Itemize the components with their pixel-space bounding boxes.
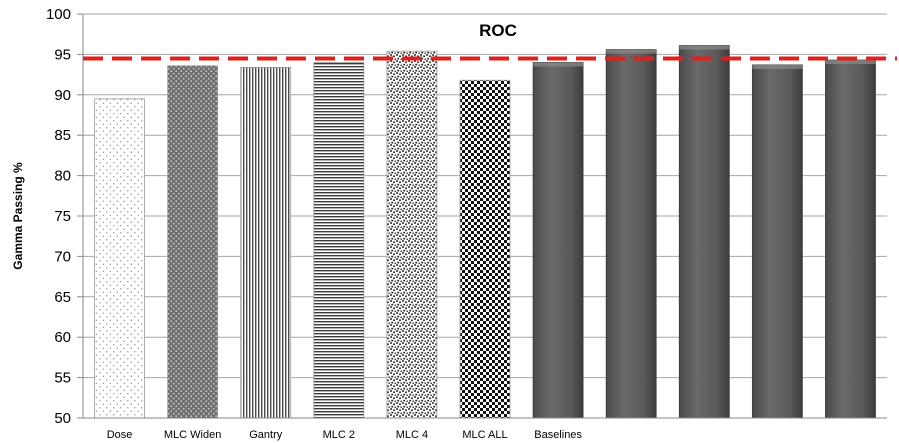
y-tick-label: 75 [54, 208, 71, 225]
x-tick-label: Dose [107, 429, 133, 441]
bar-highlight [752, 64, 803, 69]
y-tick-label: 65 [54, 289, 71, 306]
bar [94, 98, 145, 419]
bar [678, 45, 730, 419]
bars [94, 45, 876, 419]
reference-line-label: ROC [479, 21, 517, 40]
bar [825, 59, 876, 419]
y-tick-label: 100 [46, 6, 71, 23]
x-tick-label: MLC 4 [396, 429, 428, 441]
bar [605, 49, 657, 419]
y-tick-label: 95 [54, 46, 71, 63]
x-tick-label: Gantry [249, 429, 283, 441]
y-tick-label: 50 [54, 410, 71, 427]
y-tick-label: 70 [54, 248, 71, 265]
bar [751, 64, 803, 419]
y-axis-title: Gamma Passing % [11, 162, 25, 270]
x-tick-label: MLC ALL [462, 429, 507, 441]
y-tick-label: 55 [54, 370, 71, 387]
bar [240, 66, 292, 419]
bar [313, 62, 365, 419]
x-tick-label: MLC Widen [164, 429, 221, 441]
x-axis-labels: Dose MLC Widen Gantry MLC 2 MLC 4 MLC ALL Base… [107, 429, 583, 441]
bar [167, 65, 219, 419]
bar [459, 79, 511, 419]
bar-highlight [825, 60, 876, 65]
bar-highlight [533, 62, 584, 67]
x-tick-label: Baselines [534, 429, 582, 441]
y-tick-label: 60 [54, 329, 71, 346]
bar-highlight [606, 49, 657, 54]
bar-highlight [679, 45, 730, 50]
x-tick-label: MLC 2 [323, 429, 355, 441]
y-axis-ticks: 50 55 60 65 70 75 80 85 90 95 100 [46, 6, 83, 427]
y-tick-label: 90 [54, 87, 71, 104]
bar [386, 50, 438, 419]
reference-line-group: ROC [83, 21, 897, 61]
bar [532, 62, 584, 419]
y-tick-label: 85 [54, 127, 71, 144]
y-tick-label: 80 [54, 168, 71, 185]
